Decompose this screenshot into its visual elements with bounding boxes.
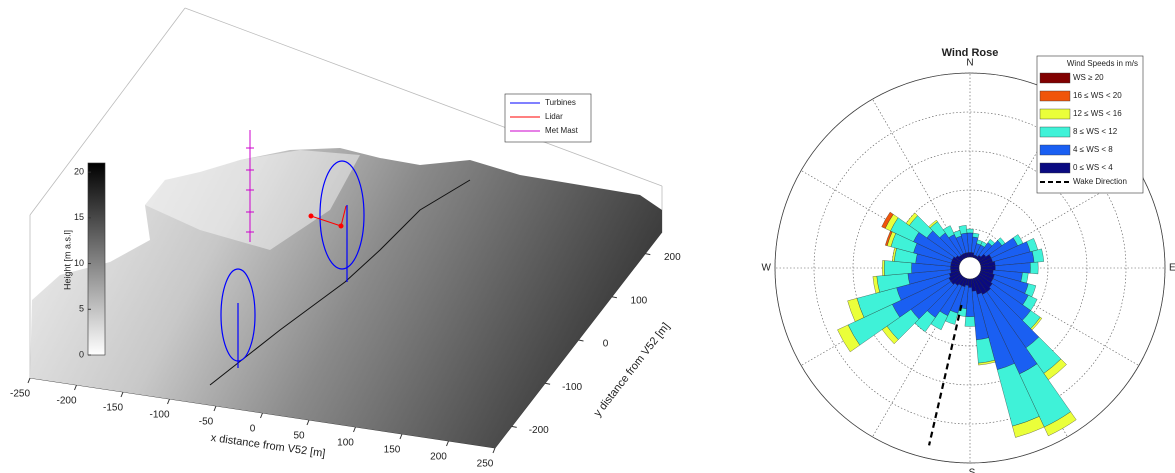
rose-segment [1043, 411, 1077, 437]
x-tick-label: 150 [384, 445, 401, 456]
rose-segment [881, 211, 894, 229]
x-tick-label: 100 [337, 438, 354, 449]
x-axis-label: x distance from V52 [m] [210, 432, 326, 460]
x-tick [306, 419, 310, 426]
x-tick [167, 398, 170, 405]
x-tick-label: -150 [103, 403, 123, 414]
x-tick-label: 200 [430, 452, 447, 463]
x-tick [74, 384, 77, 391]
x-tick [120, 391, 124, 398]
legend-label: 8 ≤ WS < 12 [1073, 127, 1118, 136]
y-tick-label: -100 [562, 382, 582, 393]
y-tick-label: -200 [529, 425, 549, 436]
compass-label: W [762, 263, 772, 274]
legend-title: Wind Speeds in m/s [1067, 59, 1138, 68]
y-tick [611, 296, 617, 299]
rose-segment [837, 324, 860, 353]
ring [852, 150, 1088, 386]
legend-label: Lidar [545, 112, 563, 121]
colorbar-tick-label: 0 [79, 349, 84, 359]
rose-segment [1030, 261, 1039, 275]
rose-segment [928, 219, 938, 229]
y-tick [511, 425, 517, 428]
x-tick-label: 250 [477, 459, 494, 470]
y-tick-label: 200 [664, 252, 681, 263]
compass-label: S [969, 468, 976, 473]
y-axis-label: y distance from V52 [m] [592, 321, 673, 419]
rose-hole [958, 256, 982, 280]
legend-swatch [1039, 126, 1071, 138]
legend-label: Met Mast [545, 126, 579, 135]
rose-segment [978, 360, 996, 366]
rose-segment [964, 316, 976, 327]
legend-box [504, 93, 592, 143]
legend-label: 4 ≤ WS < 8 [1073, 145, 1113, 154]
rose-segment [972, 232, 980, 239]
y-tick [645, 253, 651, 256]
rose-segment [966, 228, 974, 234]
x-tick [213, 405, 217, 412]
ring [774, 72, 1166, 464]
colorbar-tick-label: 20 [74, 167, 84, 177]
terrain-surface [30, 148, 662, 448]
road [209, 179, 471, 386]
colorbar-tick-label: 5 [79, 304, 84, 314]
ring [813, 111, 1127, 425]
x-tick-label: -50 [199, 417, 214, 428]
legend-label: 0 ≤ WS < 4 [1073, 163, 1113, 172]
x-tick-label: 0 [250, 424, 256, 435]
rose-segment [958, 225, 968, 235]
met-mast [246, 130, 254, 242]
x-tick [27, 377, 31, 384]
legend-swatch [1039, 90, 1071, 102]
x-tick [492, 447, 496, 454]
x-tick [446, 440, 449, 447]
x-tick-label: -250 [10, 389, 30, 400]
y-tick-label: 100 [631, 295, 648, 306]
colorbar-tick-label: 15 [74, 212, 84, 222]
rose-segment [942, 225, 955, 238]
compass-label: N [966, 58, 973, 69]
legend-label: WS ≥ 20 [1073, 73, 1104, 82]
legend-swatch [1039, 144, 1071, 156]
lidar [308, 205, 347, 229]
x-tick [260, 412, 263, 419]
compass-label: E [1169, 263, 1175, 274]
y-tick [578, 339, 584, 342]
colorbar-tick-label: 10 [74, 258, 84, 268]
y-tick-label: 0 [603, 339, 609, 350]
rose-segment [905, 212, 918, 226]
x-tick-label: 50 [293, 431, 305, 442]
y-tick [545, 382, 551, 385]
x-tick-label: -200 [56, 396, 76, 407]
colorbar [87, 162, 106, 356]
wake-line [927, 304, 963, 446]
legend-swatch [1039, 108, 1071, 120]
legend-label: 16 ≤ WS < 20 [1073, 91, 1122, 100]
legend-label: Wake Direction [1073, 177, 1127, 186]
rose-title: Wind Rose [942, 47, 999, 59]
x-tick [399, 433, 403, 440]
rose-segment [847, 298, 865, 322]
legend-label: Turbines [545, 98, 576, 107]
legend-label: 12 ≤ WS < 16 [1073, 109, 1122, 118]
rose-segment [1031, 248, 1044, 263]
x-tick [353, 426, 356, 433]
turbines [220, 160, 365, 368]
legend-swatch [1039, 162, 1071, 174]
legend-swatch [1039, 72, 1071, 84]
colorbar-label: Height [m a.s.l] [62, 230, 72, 290]
x-tick-label: -100 [149, 410, 169, 421]
rose-segment [1012, 416, 1045, 438]
rose-segment [872, 275, 880, 294]
rose-segment [882, 260, 885, 276]
rose-segment [884, 260, 912, 276]
ring [891, 189, 1049, 347]
terrain-shade [145, 150, 360, 250]
